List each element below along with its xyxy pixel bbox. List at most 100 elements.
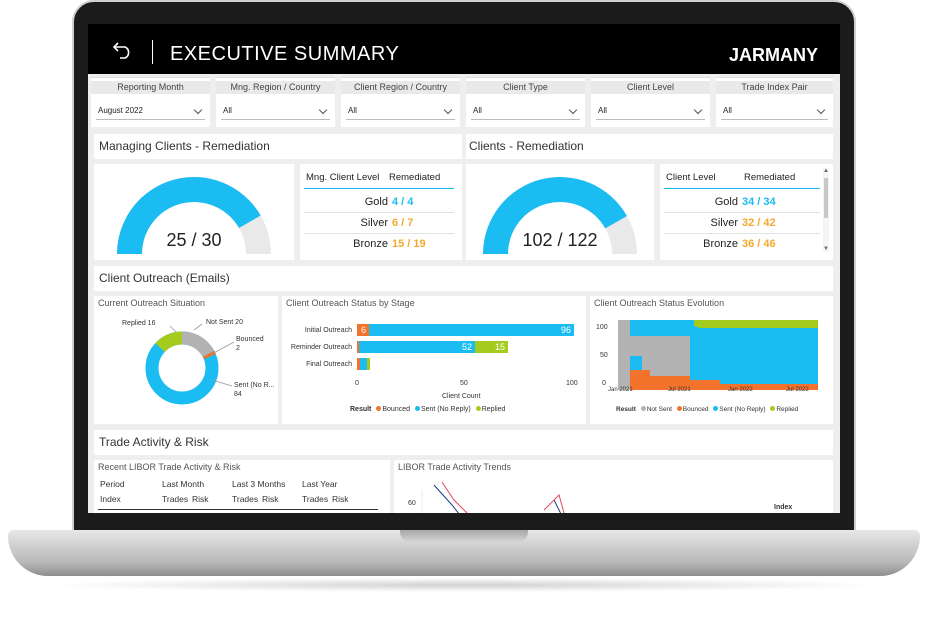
- legend-item[interactable]: Sent (No Reply): [719, 406, 766, 413]
- x-tick: Jan 2021: [608, 387, 633, 393]
- legend-item[interactable]: Replied: [481, 406, 506, 413]
- column-header: Period: [100, 479, 125, 489]
- bounced-value: 2: [236, 345, 240, 352]
- legend-item[interactable]: Bounced: [382, 406, 410, 413]
- y-tick: 100: [596, 324, 608, 331]
- column-header: Client Level: [666, 172, 716, 183]
- legend-item[interactable]: Replied: [776, 406, 799, 413]
- legend-item[interactable]: Sent (No Reply): [420, 406, 471, 413]
- bar-bounced-reminder[interactable]: [357, 341, 359, 353]
- libor-trends-card: LIBOR Trade Activity Trends 60 Index: [394, 460, 833, 513]
- area-sent: [690, 320, 818, 390]
- chart-title: Client Outreach Status by Stage: [286, 298, 415, 308]
- legend-dot: [770, 406, 776, 411]
- trade-index-select[interactable]: All: [721, 102, 828, 120]
- bar-bounced-final[interactable]: [357, 358, 360, 370]
- table-title: Recent LIBOR Trade Activity & Risk: [98, 462, 241, 472]
- header-underline: [98, 509, 378, 510]
- chart-title: Current Outreach Situation: [98, 298, 206, 308]
- filter-label: Trade Index Pair: [716, 81, 833, 94]
- level-label: Silver: [360, 217, 388, 229]
- section-title: Clients - Remediation: [469, 139, 584, 153]
- client-type-select[interactable]: All: [471, 102, 580, 120]
- table-scrollbar[interactable]: ▲ ▼: [823, 168, 829, 252]
- column-header: Mng. Client Level: [306, 172, 380, 183]
- legend-dot: [640, 406, 646, 411]
- column-header: Index: [100, 494, 121, 504]
- page-title: EXECUTIVE SUMMARY: [170, 43, 400, 65]
- situation-donut: [145, 323, 235, 405]
- header-underline: [304, 188, 454, 189]
- libor-trends-chart: [421, 481, 565, 513]
- bar-sent-reminder[interactable]: 52: [359, 341, 475, 353]
- outreach-situation-card: Current Outreach Situation Replied 16 No…: [94, 296, 278, 424]
- x-axis-label: Client Count: [442, 393, 481, 400]
- column-header: Last Month: [162, 479, 205, 489]
- bar-sent-final[interactable]: [360, 358, 367, 370]
- brand-logo: JARMANY: [728, 45, 818, 65]
- legend-item[interactable]: Bounced: [682, 406, 709, 413]
- row-divider: [304, 212, 454, 213]
- area-replied: [694, 320, 818, 328]
- clients-gauge: [483, 177, 637, 254]
- reporting-month-select[interactable]: August 2022: [96, 102, 205, 120]
- bar-sent-initial[interactable]: 96: [369, 324, 574, 336]
- filter-trade-index: Trade Index Pair All: [716, 77, 833, 127]
- header-underline: [664, 188, 820, 189]
- chevron-down-icon: [568, 105, 578, 115]
- filter-label: Mng. Region / Country: [216, 81, 335, 94]
- level-label: Bronze: [703, 238, 738, 250]
- scroll-down-icon[interactable]: ▼: [823, 246, 829, 252]
- gauge-fill: [117, 176, 261, 254]
- chevron-down-icon: [193, 105, 203, 115]
- remediated-value: 34 / 34: [742, 196, 776, 208]
- bar-bounced-initial[interactable]: 6: [357, 324, 369, 336]
- level-label: Silver: [710, 217, 738, 229]
- evolution-area-chart: [618, 320, 818, 390]
- legend-dot: [414, 406, 420, 411]
- donut-slice-bounced: [202, 350, 216, 360]
- legend-title: Result: [350, 406, 372, 413]
- stage-legend: Result Bounced Sent (No Reply) Replied: [350, 406, 505, 413]
- clients-section-header: Clients - Remediation: [466, 134, 833, 159]
- x-tick: Jul 2021: [668, 387, 691, 393]
- scrollbar-thumb[interactable]: [824, 178, 828, 218]
- client-region-select[interactable]: All: [346, 102, 455, 120]
- row-divider: [664, 212, 820, 213]
- sent-value: 84: [234, 391, 242, 398]
- scroll-up-icon[interactable]: ▲: [823, 168, 829, 174]
- outreach-evolution-card: Client Outreach Status Evolution 100 50 …: [590, 296, 833, 424]
- outreach-stage-card: Client Outreach Status by Stage Initial …: [282, 296, 586, 424]
- laptop-shadow: [40, 578, 888, 592]
- client-level-select[interactable]: All: [596, 102, 705, 120]
- chart-title: Client Outreach Status Evolution: [594, 298, 725, 308]
- screen: EXECUTIVE SUMMARY JARMANY Reporting Mont…: [88, 24, 840, 513]
- chevron-down-icon: [318, 105, 328, 115]
- y-tick: 0: [602, 380, 606, 387]
- dashboard-content: Reporting Month August 2022 Mng. Region …: [88, 74, 840, 513]
- remediated-value: 32 / 42: [742, 217, 776, 229]
- remediated-value: 36 / 46: [742, 238, 776, 250]
- chevron-down-icon: [693, 105, 703, 115]
- column-header: Trades: [302, 494, 329, 504]
- stage-label: Initial Outreach: [304, 327, 352, 334]
- sent-label: Sent (No R...: [234, 382, 275, 389]
- chart-title: LIBOR Trade Activity Trends: [398, 462, 512, 472]
- section-title: Managing Clients - Remediation: [99, 139, 270, 153]
- legend-item[interactable]: Not Sent: [646, 406, 672, 413]
- bar-replied-reminder[interactable]: 15: [475, 341, 508, 353]
- bar-replied-final[interactable]: [367, 358, 370, 370]
- managing-section-header: Managing Clients - Remediation: [94, 134, 462, 159]
- chevron-down-icon: [816, 105, 826, 115]
- gauge-value: 25 / 30: [166, 230, 222, 250]
- recent-libor-card: Recent LIBOR Trade Activity & Risk Perio…: [94, 460, 390, 513]
- back-arrow-icon[interactable]: [112, 41, 134, 59]
- column-header: Risk: [332, 494, 349, 504]
- filter-client-level: Client Level All: [591, 77, 710, 127]
- top-bar: EXECUTIVE SUMMARY JARMANY: [88, 24, 840, 74]
- mng-region-select[interactable]: All: [221, 102, 330, 120]
- stage-label: Final Outreach: [306, 361, 352, 368]
- level-label: Bronze: [353, 238, 388, 250]
- managing-gauge: [117, 176, 271, 254]
- x-tick: Jul 2022: [786, 387, 809, 393]
